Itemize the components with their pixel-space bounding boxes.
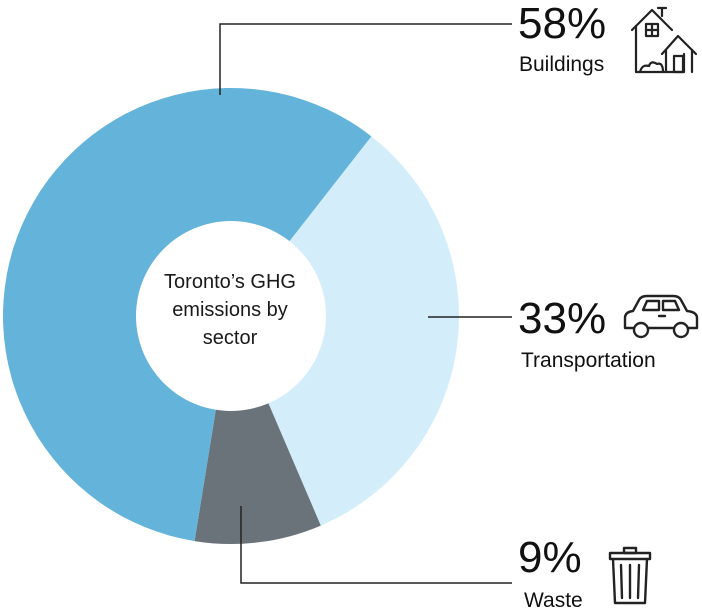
- title-line-3: sector: [202, 327, 258, 349]
- transportation-label: Transportation: [521, 349, 656, 372]
- chart-title: Toronto’s GHG emissions by sector: [130, 268, 330, 352]
- waste-percent: 9%: [518, 533, 582, 582]
- buildings-percent: 58%: [518, 0, 607, 48]
- title-line-1: Toronto’s GHG: [164, 271, 296, 293]
- donut-slices: [3, 88, 459, 544]
- donut-hole: [136, 221, 326, 411]
- buildings-label: Buildings: [519, 53, 605, 76]
- transportation-percent: 33%: [518, 294, 607, 343]
- car-icon: [623, 294, 699, 339]
- slice-transportation: [231, 136, 459, 526]
- leader-line-buildings: [219, 23, 512, 95]
- title-line-2: emissions by: [172, 299, 288, 321]
- trash-can-icon: [608, 546, 652, 605]
- leader-line-waste: [240, 506, 512, 584]
- house-icon: [630, 6, 698, 74]
- waste-label: Waste: [524, 589, 583, 612]
